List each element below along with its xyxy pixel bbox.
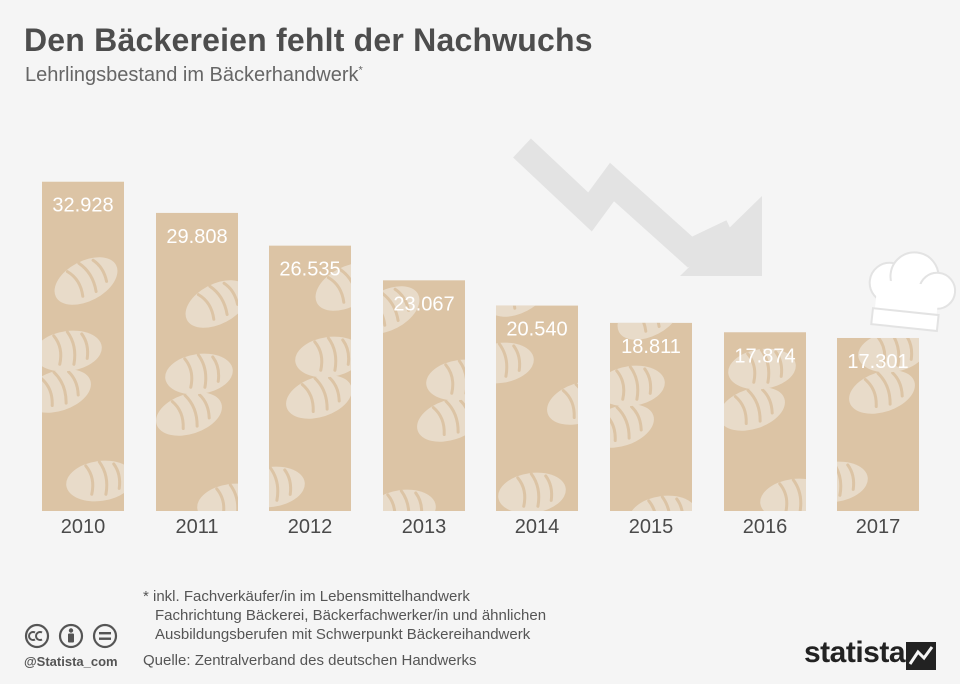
- bar-value-label: 32.928: [52, 195, 113, 217]
- x-tick-label: 2014: [515, 516, 560, 538]
- footnote-line: * inkl. Fachverkäufer/in im Lebensmittel…: [143, 588, 470, 605]
- statista-handle: @Statista_com: [24, 654, 118, 669]
- attribution-icon: [58, 623, 84, 649]
- x-tick-label: 2010: [61, 516, 106, 538]
- bar-2012: [269, 245, 351, 511]
- x-tick-label: 2017: [856, 516, 901, 538]
- chef-hat-icon: [868, 251, 957, 333]
- bar-value-label: 17.301: [847, 351, 908, 373]
- bar-2017: [837, 337, 919, 511]
- no-derivatives-icon: [92, 623, 118, 649]
- footnote-line: Ausbildungsberufen mit Schwerpunkt Bäcke…: [155, 626, 531, 643]
- x-tick-label: 2013: [402, 516, 447, 538]
- footnote: * inkl. Fachverkäufer/in im Lebensmittel…: [143, 587, 546, 644]
- cc-icon: [24, 623, 50, 649]
- subtitle-text: Lehrlingsbestand im Bäckerhandwerk: [25, 64, 359, 86]
- bar-2016: [724, 332, 806, 512]
- subtitle-footnote-marker: *: [358, 64, 363, 77]
- source-note: Quelle: Zentralverband des deutschen Han…: [143, 652, 477, 669]
- page-title: Den Bäckereien fehlt der Nachwuchs: [24, 22, 593, 58]
- bar-2015: [610, 322, 692, 512]
- x-tick-label: 2012: [288, 516, 333, 538]
- statista-logo-icon: [906, 642, 936, 670]
- x-tick-label: 2015: [629, 516, 674, 538]
- bar-value-label: 18.811: [621, 336, 681, 358]
- x-tick-label: 2016: [743, 516, 788, 538]
- bar-value-label: 17.874: [734, 345, 795, 367]
- page-subtitle: Lehrlingsbestand im Bäckerhandwerk*: [25, 64, 363, 87]
- bar-value-label: 29.808: [166, 226, 227, 248]
- statista-logo: statista: [804, 636, 906, 669]
- bar-2014: [496, 305, 578, 511]
- license-icons: [24, 623, 118, 649]
- bar-value-label: 26.535: [279, 259, 340, 281]
- footnote-line: Fachrichtung Bäckerei, Bäckerfachwerker/…: [155, 607, 547, 624]
- bar-2010: [42, 181, 124, 511]
- bar-2011: [156, 212, 238, 512]
- decline-arrow-icon: [513, 138, 762, 276]
- bar-value-label: 23.067: [393, 293, 454, 315]
- bar-2013: [383, 280, 465, 511]
- bar-value-label: 20.540: [506, 319, 567, 341]
- x-tick-label: 2011: [175, 516, 218, 538]
